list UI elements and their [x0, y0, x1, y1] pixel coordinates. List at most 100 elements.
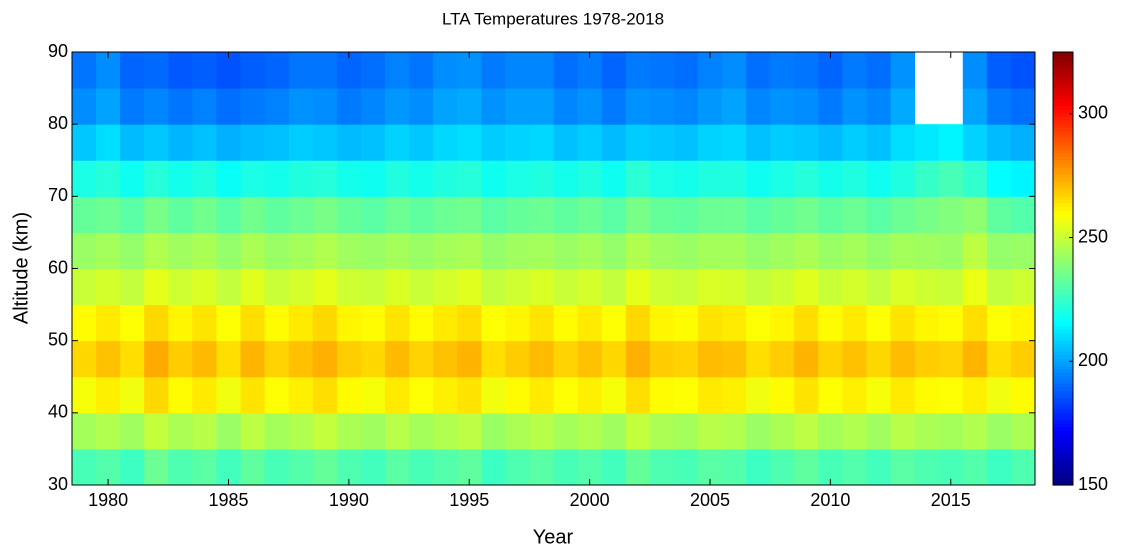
colorbar-swatch: [1053, 362, 1073, 367]
heatmap-cell: [746, 376, 771, 414]
x-tick-label: 1995: [449, 490, 489, 510]
heatmap-cell: [481, 304, 506, 342]
heatmap-cell: [457, 52, 482, 89]
heatmap-cell: [697, 376, 723, 414]
heatmap-cell: [264, 232, 290, 269]
heatmap-cell: [794, 232, 819, 269]
heatmap-cell: [144, 160, 169, 197]
heatmap-cell: [505, 124, 530, 161]
colorbar-swatch: [1053, 138, 1073, 143]
heatmap-cell: [794, 124, 819, 161]
heatmap-cell: [818, 124, 843, 161]
heatmap-cell: [288, 160, 314, 197]
colorbar-swatch: [1053, 120, 1073, 125]
colorbar-swatch: [1053, 383, 1073, 389]
heatmap-cell: [842, 52, 867, 89]
colorbar-swatch: [1053, 402, 1073, 407]
heatmap-cell: [72, 52, 97, 89]
heatmap-cell: [433, 160, 458, 197]
heatmap-cell: [120, 88, 145, 125]
heatmap-cell: [360, 196, 386, 233]
colorbar-swatch: [1053, 466, 1073, 472]
heatmap-cell: [312, 52, 338, 89]
heatmap-cell: [96, 304, 121, 342]
heatmap-cell: [673, 412, 699, 450]
heatmap-cell: [96, 52, 121, 89]
heatmap-cell: [457, 232, 482, 269]
heatmap-cell: [577, 232, 603, 269]
heatmap-cell: [697, 412, 723, 450]
colorbar-swatch: [1053, 145, 1073, 151]
heatmap-cell: [72, 196, 97, 233]
colorbar-swatch: [1053, 264, 1073, 270]
colorbar-swatch: [1053, 290, 1073, 295]
heatmap-cell: [842, 412, 867, 450]
heatmap-cell: [312, 448, 338, 486]
heatmap-cell: [722, 124, 747, 161]
heatmap-cell: [577, 124, 603, 161]
heatmap-cell: [240, 376, 266, 414]
heatmap-cell: [120, 448, 145, 486]
colorbar-swatch: [1053, 217, 1073, 223]
colorbar-swatch: [1053, 448, 1073, 454]
heatmap-cell: [336, 52, 362, 89]
heatmap-cell: [553, 52, 579, 89]
heatmap-cell: [553, 412, 579, 450]
heatmap-cell: [962, 304, 988, 342]
heatmap-cell: [818, 376, 843, 414]
heatmap-cell: [288, 52, 314, 89]
heatmap-cell: [312, 304, 338, 342]
heatmap-cell: [144, 412, 169, 450]
colorbar-swatch: [1053, 344, 1073, 349]
colorbar-swatch: [1053, 423, 1073, 428]
heatmap-cell: [673, 304, 699, 342]
colorbar-swatch: [1053, 160, 1073, 165]
colorbar-swatch: [1053, 62, 1073, 68]
heatmap-cell: [264, 160, 290, 197]
heatmap-cell: [312, 160, 338, 197]
heatmap-cell: [529, 160, 554, 197]
colorbar-swatch: [1053, 207, 1073, 212]
heatmap-cell: [962, 124, 988, 161]
heatmap-cell: [384, 124, 410, 161]
heatmap-cell: [336, 304, 362, 342]
colorbar-swatch: [1053, 80, 1073, 86]
heatmap-cell: [914, 196, 940, 233]
heatmap-cell: [240, 268, 266, 306]
axes: 1980 1985 1990 1995 2000 2005 2010 2015 30 40 50 60…: [48, 41, 1036, 510]
heatmap-cell: [433, 412, 458, 450]
heatmap-cell: [746, 304, 771, 342]
heatmap-cell: [890, 88, 916, 125]
heatmap-cell: [794, 448, 819, 486]
heatmap-cell: [746, 196, 771, 233]
colorbar-swatch: [1053, 250, 1073, 255]
heatmap-cell: [409, 448, 434, 486]
heatmap-cell: [481, 196, 506, 233]
heatmap-cell: [794, 304, 819, 342]
heatmap-cell: [216, 124, 242, 161]
heatmap-cell: [120, 304, 145, 342]
colorbar-swatch: [1053, 387, 1073, 392]
heatmap-cell: [673, 376, 699, 414]
colorbar-swatch: [1053, 380, 1073, 385]
colorbar-swatch: [1053, 470, 1073, 475]
heatmap-cell: [360, 412, 386, 450]
heatmap-cell: [914, 376, 940, 414]
heatmap-cell: [938, 124, 964, 161]
heatmap-cell: [938, 304, 964, 342]
heatmap-cell: [168, 52, 193, 89]
heatmap-cell: [264, 340, 290, 378]
heatmap-cell: [1010, 412, 1036, 450]
colorbar-swatch: [1053, 84, 1073, 89]
colorbar-swatch: [1053, 203, 1073, 208]
colorbar-swatch: [1053, 347, 1073, 353]
heatmap-cell: [890, 412, 916, 450]
heatmap-cell: [601, 160, 627, 197]
colorbar-swatch: [1053, 315, 1073, 320]
colorbar-swatch: [1053, 254, 1073, 259]
heatmap-cell: [842, 304, 867, 342]
heatmap-cell: [649, 448, 675, 486]
colorbar-tick-label: 150: [1078, 474, 1108, 494]
colorbar-swatch: [1053, 59, 1073, 64]
heatmap-cell: [770, 412, 795, 450]
